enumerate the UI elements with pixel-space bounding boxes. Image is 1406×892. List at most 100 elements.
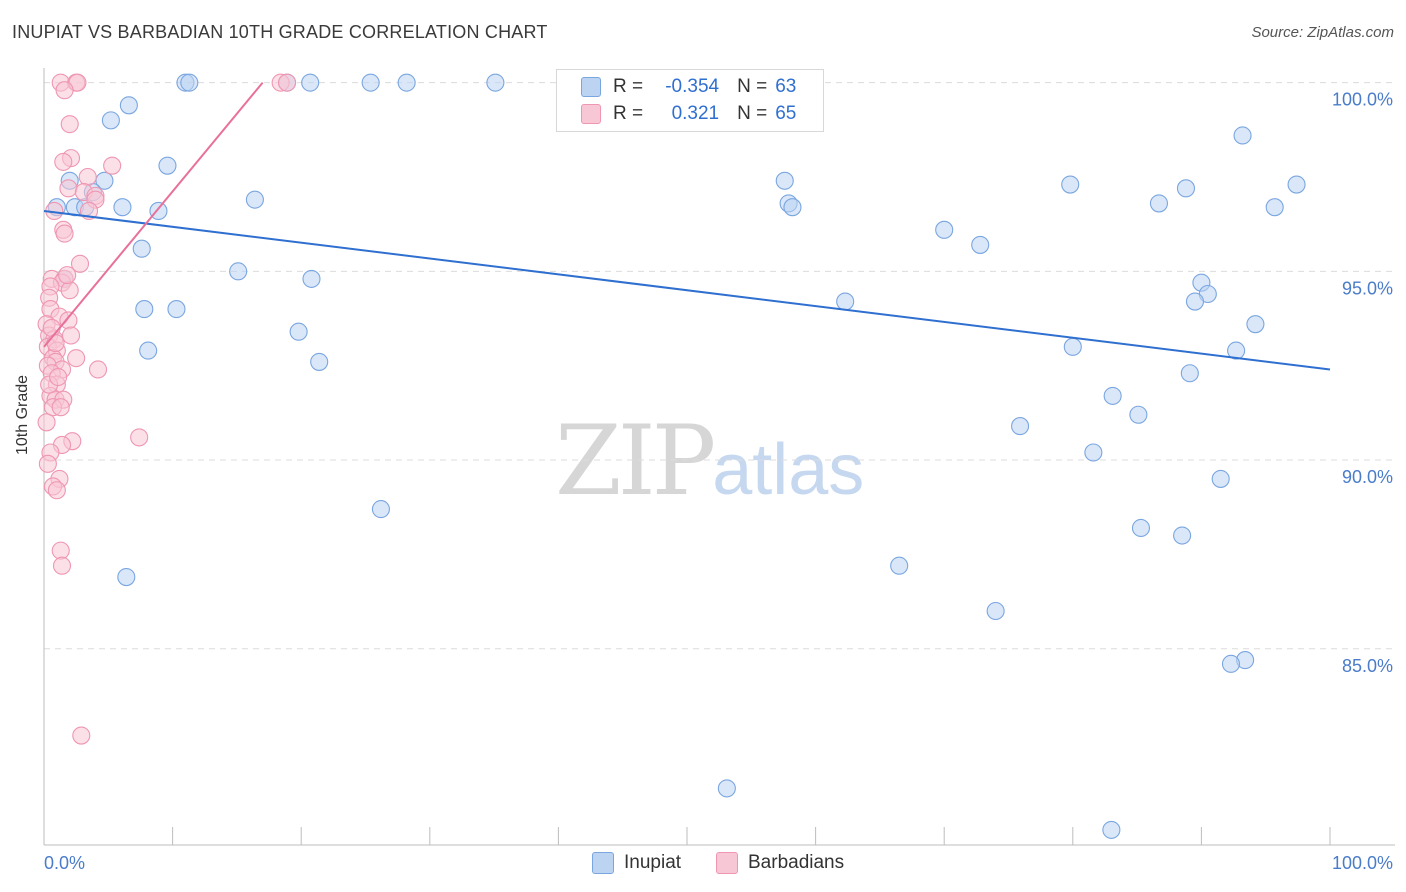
data-point-inupiat <box>158 156 177 175</box>
data-point-inupiat <box>1265 198 1284 217</box>
data-point-inupiat <box>1180 364 1199 383</box>
data-point-inupiat <box>371 500 390 519</box>
data-point-inupiat <box>1011 417 1030 436</box>
data-point-inupiat <box>1227 341 1246 360</box>
chart-title: INUPIAT VS BARBADIAN 10TH GRADE CORRELAT… <box>12 22 548 42</box>
data-point-inupiat <box>1185 292 1205 311</box>
data-point-barbadians <box>46 334 65 353</box>
series-legend-label-inupiat: Inupiat <box>624 852 682 873</box>
data-point-barbadians <box>55 81 74 100</box>
data-point-inupiat <box>113 198 132 217</box>
series-legend-swatch-barbadians <box>716 852 738 874</box>
source-label: Source: ZipAtlas.com <box>1251 24 1394 41</box>
data-point-barbadians <box>278 73 297 92</box>
data-point-inupiat <box>971 235 990 254</box>
legend-n-label: N = <box>737 103 768 124</box>
data-point-inupiat <box>1103 386 1122 405</box>
data-point-inupiat <box>1173 526 1192 545</box>
data-point-inupiat <box>986 601 1005 621</box>
data-point-barbadians <box>61 326 81 345</box>
data-point-inupiat <box>310 352 329 371</box>
data-point-inupiat <box>167 300 186 319</box>
data-point-inupiat <box>302 269 321 288</box>
series-legend-label-barbadians: Barbadians <box>748 852 845 873</box>
data-point-inupiat <box>132 239 151 258</box>
data-point-inupiat <box>101 111 120 130</box>
data-point-inupiat <box>1221 654 1241 673</box>
y-tick-label: 100.0% <box>1332 90 1393 110</box>
data-point-inupiat <box>1102 820 1121 839</box>
data-point-barbadians <box>55 224 74 243</box>
data-point-barbadians <box>51 541 70 560</box>
y-tick-label: 85.0% <box>1342 656 1393 676</box>
data-point-barbadians <box>54 152 73 171</box>
data-point-barbadians <box>42 318 61 338</box>
data-point-inupiat <box>245 190 264 209</box>
data-point-inupiat <box>1084 443 1103 462</box>
data-point-barbadians <box>59 311 78 330</box>
data-point-barbadians <box>130 428 149 447</box>
legend-n-label: N = <box>737 76 768 97</box>
series-inupiat-points <box>47 73 1306 839</box>
data-point-barbadians <box>59 179 78 198</box>
data-point-barbadians <box>37 413 56 432</box>
data-point-inupiat <box>229 262 248 281</box>
data-point-inupiat <box>890 556 909 575</box>
data-point-inupiat <box>1246 315 1265 334</box>
data-point-barbadians <box>67 349 86 368</box>
data-point-inupiat <box>717 779 736 798</box>
x-tick-label: 0.0% <box>44 853 85 873</box>
legend-row-inupiat: R = -0.354 N = 63 <box>581 74 796 100</box>
data-point-barbadians <box>51 398 70 417</box>
data-point-barbadians <box>60 115 79 134</box>
legend-swatch-inupiat <box>581 77 601 97</box>
watermark-atlas: atlas <box>712 430 865 510</box>
data-point-inupiat <box>1176 179 1196 198</box>
x-tick-label: 100.0% <box>1332 853 1393 873</box>
trend-line-inupiat <box>43 209 1331 371</box>
data-point-barbadians <box>78 167 97 187</box>
data-point-inupiat <box>1149 194 1169 213</box>
data-point-inupiat <box>301 73 320 92</box>
data-point-barbadians <box>70 254 90 273</box>
y-tick-label: 90.0% <box>1342 467 1393 487</box>
data-point-inupiat <box>935 220 954 239</box>
data-point-inupiat <box>1287 175 1306 194</box>
series-legend-swatch-inupiat <box>592 852 614 874</box>
series-legend-inupiat: Inupiat <box>592 852 681 874</box>
data-point-inupiat <box>135 300 154 319</box>
data-point-barbadians <box>58 266 77 285</box>
data-point-inupiat <box>1131 518 1151 538</box>
data-point-inupiat <box>1233 126 1252 145</box>
data-point-inupiat <box>1129 405 1148 424</box>
data-point-inupiat <box>361 73 380 92</box>
legend-r-value-inupiat: -0.354 <box>665 76 720 97</box>
data-point-inupiat <box>139 341 158 360</box>
legend-r-label: R = <box>613 76 644 97</box>
data-point-inupiat <box>1063 337 1082 356</box>
data-point-inupiat <box>783 198 802 217</box>
correlation-legend: R = -0.354 N = 63 R = 0.321 N = 65 <box>556 69 824 132</box>
data-point-barbadians <box>49 367 68 387</box>
data-point-inupiat <box>397 73 416 92</box>
legend-swatch-barbadians <box>581 104 601 124</box>
series-legend-barbadians: Barbadians <box>716 852 844 874</box>
series-barbadians-points <box>37 73 297 745</box>
trend-line-barbadians <box>43 82 264 348</box>
data-point-barbadians <box>52 556 72 575</box>
tick-labels: 100.0% 95.0% 90.0% 85.0% 0.0% 100.0% <box>44 90 1393 873</box>
data-point-inupiat <box>117 567 136 587</box>
y-tick-label: 95.0% <box>1342 278 1393 298</box>
data-point-barbadians <box>72 726 91 745</box>
data-point-barbadians <box>88 360 108 379</box>
data-point-barbadians <box>47 481 66 500</box>
data-point-inupiat <box>180 73 199 92</box>
data-point-barbadians <box>60 281 79 300</box>
data-point-inupiat <box>119 96 138 115</box>
legend-row-barbadians: R = 0.321 N = 65 <box>581 101 796 127</box>
trend-lines <box>43 82 1331 371</box>
data-point-inupiat <box>289 322 308 341</box>
data-point-barbadians <box>103 156 122 175</box>
legend-r-value-barbadians: 0.321 <box>671 103 720 124</box>
